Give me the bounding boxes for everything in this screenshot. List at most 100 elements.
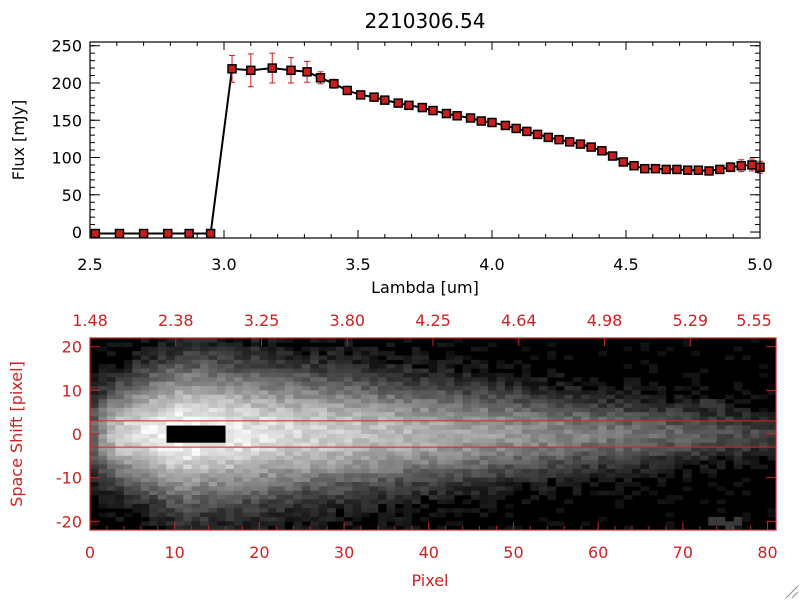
image-cell — [276, 368, 286, 374]
image-cell — [750, 455, 760, 461]
image-cell — [318, 412, 328, 417]
image-cell — [640, 394, 650, 400]
image-cell — [98, 372, 108, 378]
image-cell — [657, 351, 667, 356]
image-cell — [665, 512, 675, 518]
image-cell — [538, 412, 548, 417]
image-cell — [208, 464, 218, 470]
image-cell — [454, 403, 463, 409]
image-cell — [276, 490, 286, 496]
image-cell — [530, 447, 540, 452]
image-cell — [420, 425, 430, 430]
image-cell — [445, 455, 455, 461]
image-cell — [250, 399, 260, 404]
image-cell — [428, 420, 438, 426]
image-cell — [445, 434, 455, 439]
image-cell — [208, 368, 218, 374]
image-y-tick-label: -20 — [56, 512, 82, 531]
image-cell — [361, 394, 370, 400]
image-cell — [250, 468, 260, 474]
image-cell — [547, 407, 557, 413]
image-cell — [369, 416, 379, 422]
image-cell — [674, 434, 684, 439]
image-cell — [488, 503, 497, 509]
image-cell — [640, 460, 650, 465]
image-cell — [242, 420, 252, 426]
image-cell — [318, 338, 328, 343]
image-cell — [157, 516, 167, 522]
image-cell — [581, 473, 590, 478]
image-cell — [318, 420, 328, 426]
image-cell — [708, 434, 718, 439]
image-cell — [377, 455, 387, 461]
image-cell — [157, 355, 167, 361]
image-cell — [140, 468, 150, 474]
image-cell — [233, 338, 243, 343]
image-cell — [674, 447, 684, 452]
image-cell — [394, 407, 404, 413]
image-cell — [301, 381, 311, 387]
image-cell — [352, 377, 362, 382]
image-cell — [200, 486, 209, 492]
resize-grip-icon[interactable] — [785, 585, 799, 599]
image-cell — [598, 390, 607, 396]
image-cell — [344, 377, 353, 382]
image-cell — [674, 386, 684, 391]
image-cell — [665, 460, 675, 465]
image-cell — [166, 381, 175, 387]
image-cell — [632, 390, 641, 396]
image-cell — [437, 420, 446, 426]
image-cell — [140, 407, 150, 413]
image-cell — [132, 464, 142, 470]
image-cell — [462, 407, 472, 413]
image-cell — [471, 482, 480, 487]
image-cell — [208, 420, 218, 426]
image-cell — [377, 438, 387, 444]
image-cell — [530, 377, 540, 382]
image-cell — [233, 495, 243, 500]
image-cell — [301, 425, 311, 430]
image-cell — [140, 399, 150, 404]
image-cell — [276, 508, 286, 513]
image-cell — [183, 372, 192, 378]
image-cell — [437, 381, 446, 387]
image-cell — [665, 495, 675, 500]
image-cell — [623, 399, 633, 404]
image-cell — [437, 403, 446, 409]
image-cell — [233, 355, 243, 361]
image-cell — [691, 407, 701, 413]
image-cell — [140, 381, 150, 387]
image-cell — [394, 442, 404, 448]
image-cell — [233, 399, 243, 404]
image-cell — [521, 399, 531, 404]
data-point — [586, 142, 596, 152]
image-cell — [183, 486, 192, 492]
image-cell — [327, 468, 336, 474]
image-cell — [496, 425, 506, 430]
image-cell — [471, 442, 480, 448]
image-cell — [352, 442, 362, 448]
image-cell — [183, 394, 192, 400]
image-cell — [445, 442, 455, 448]
image-cell — [149, 482, 159, 487]
image-cell — [293, 447, 303, 452]
data-point — [532, 129, 543, 140]
image-cell — [581, 442, 590, 448]
image-cell — [115, 420, 125, 426]
image-cell — [250, 359, 260, 365]
image-cell — [98, 425, 108, 430]
image-cell — [106, 442, 116, 448]
image-cell — [90, 477, 99, 483]
image-cell — [335, 455, 345, 461]
image-cell — [90, 390, 99, 396]
y-tick-label: 200 — [51, 74, 82, 93]
image-cell — [115, 455, 125, 461]
image-cell — [106, 512, 116, 518]
image-cell — [742, 355, 751, 361]
image-cell — [479, 438, 489, 444]
image-cell — [428, 490, 438, 496]
image-cell — [217, 359, 226, 365]
image-cell — [284, 346, 294, 352]
image-cell — [386, 438, 396, 444]
image-cell — [691, 434, 701, 439]
